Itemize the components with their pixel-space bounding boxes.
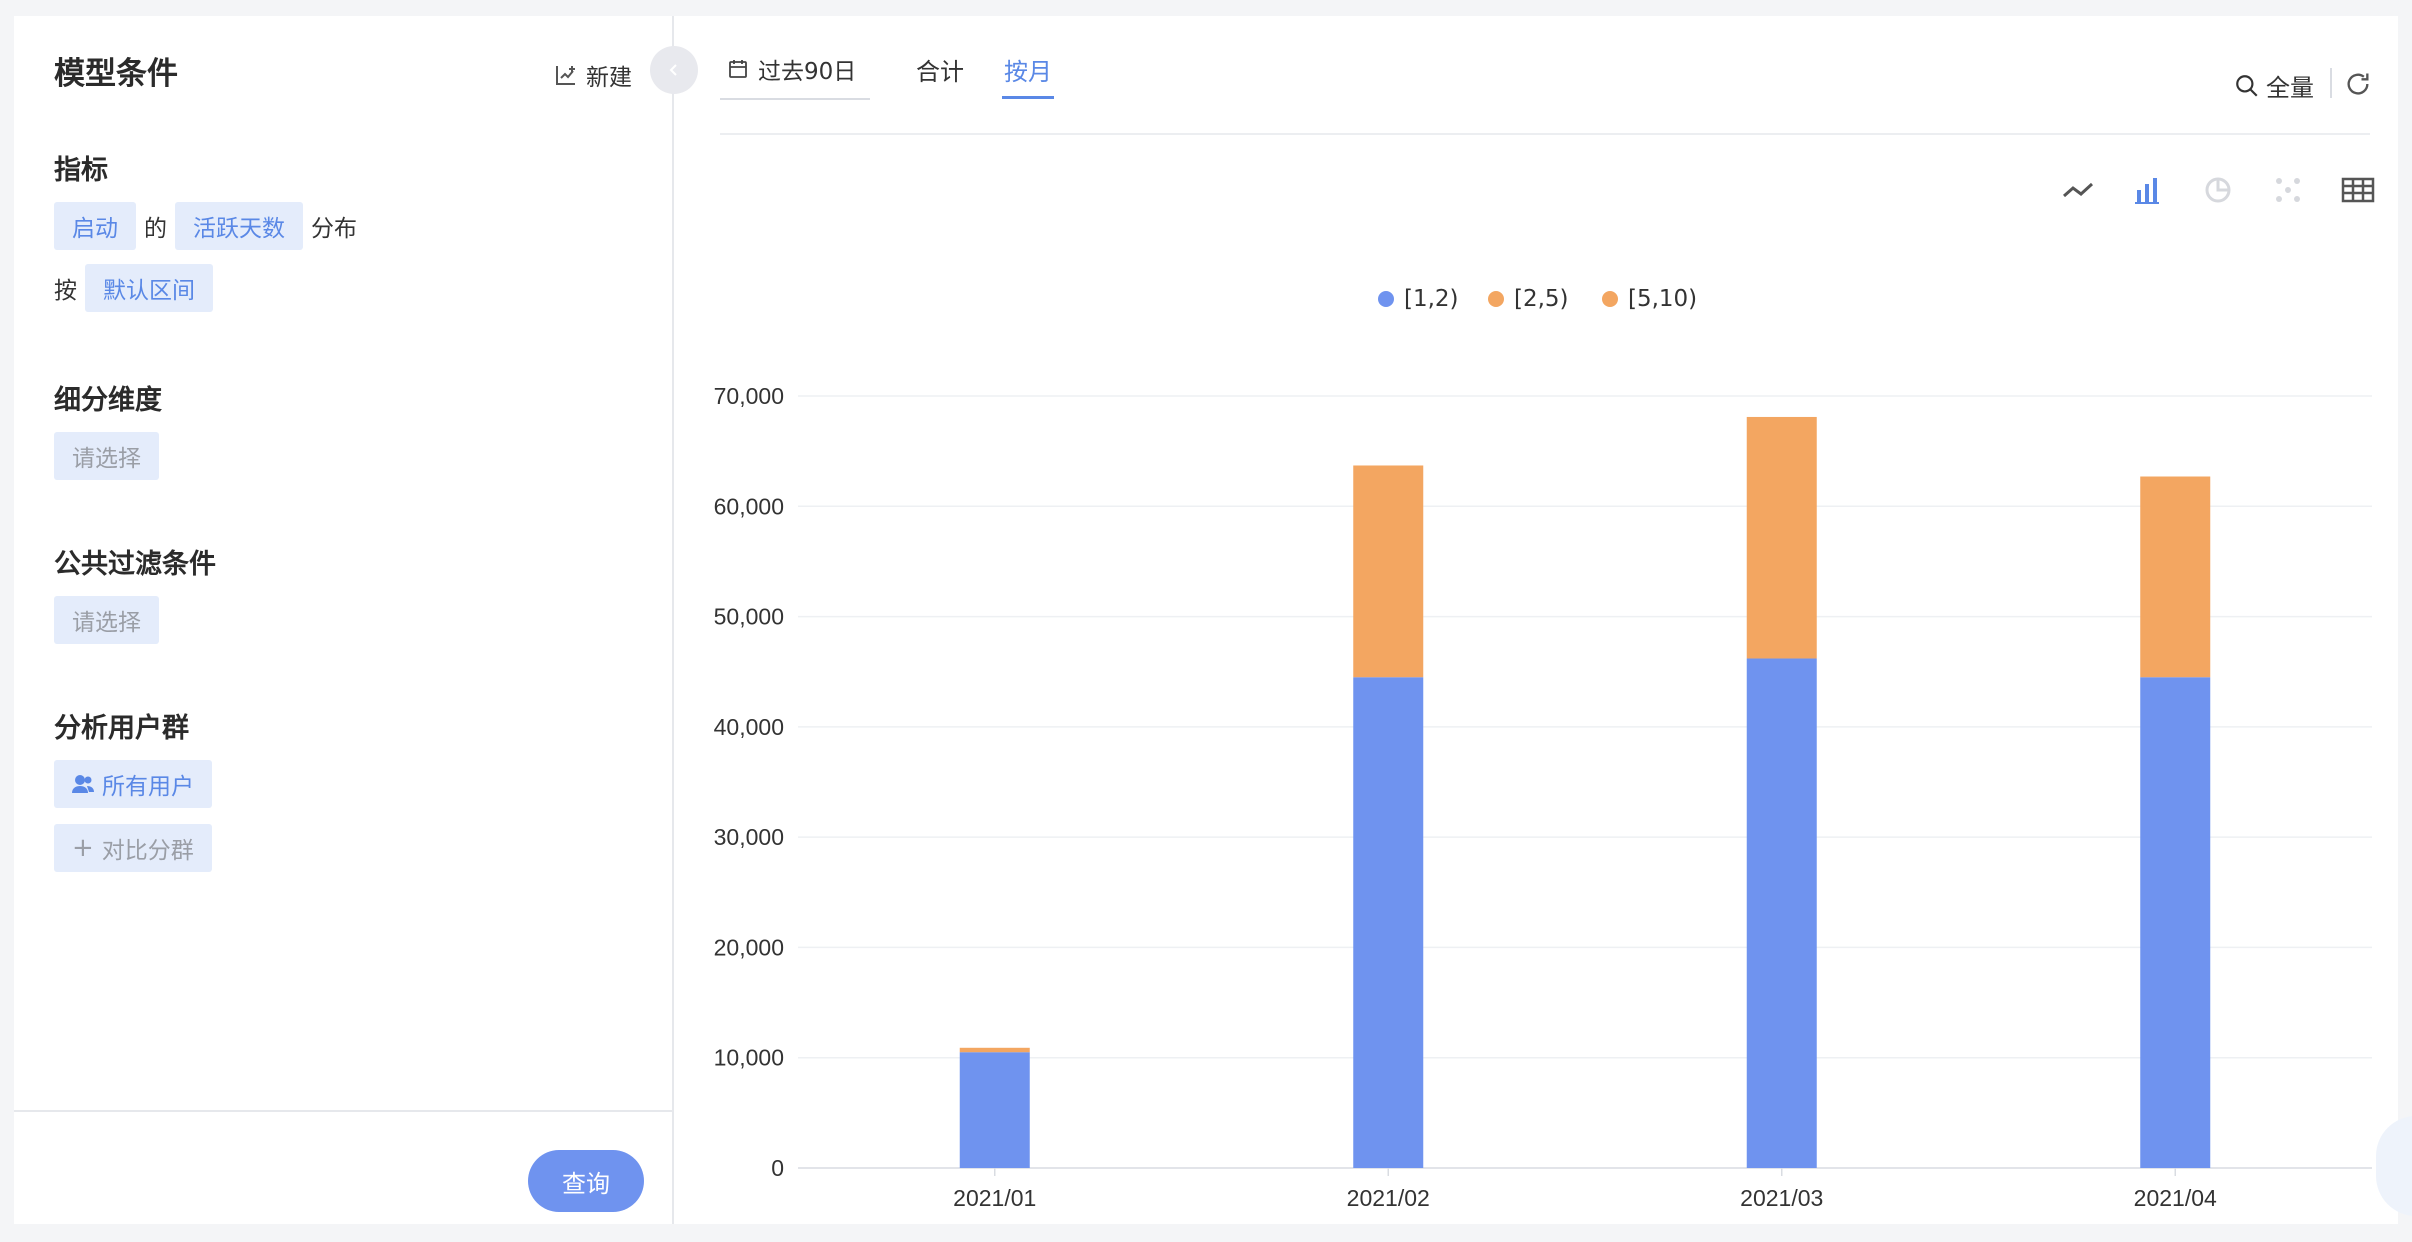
x-tick-label: 2021/02 xyxy=(1347,1185,1430,1211)
stacked-bar-chart: 0 10,000 20,000 30,000 40,000 50,000 60,000 70,… xyxy=(714,383,2372,1211)
y-tick-label: 50,000 xyxy=(714,604,784,630)
by-text: 按 xyxy=(54,278,77,304)
metric-row: 启动 的 活跃天数 分布 xyxy=(54,202,357,250)
new-chart-icon xyxy=(556,66,575,85)
breakdown-section-title: 细分维度 xyxy=(54,385,162,416)
chart-panel: 过去90日 合计 按月 全量 [1,2) [2,5) [5,10) xyxy=(674,16,2398,1224)
bar-segment xyxy=(1353,677,1424,1168)
filter-section-title: 公共过滤条件 xyxy=(54,549,216,580)
active-tab-indicator xyxy=(1002,96,1054,99)
full-search-label: 全量 xyxy=(2266,74,2314,102)
bar-segment xyxy=(1746,416,1817,659)
new-button[interactable]: 新建 xyxy=(554,58,632,92)
legend-label: [2,5) xyxy=(1514,286,1569,312)
date-range-picker[interactable]: 过去90日 xyxy=(720,40,870,100)
bar-segment xyxy=(2140,677,2211,1168)
new-button-label: 新建 xyxy=(586,65,632,91)
legend-label: [5,10) xyxy=(1628,286,1698,312)
all-users-label: 所有用户 xyxy=(102,774,194,800)
tab-monthly[interactable]: 按月 xyxy=(1004,58,1052,86)
scatter-chart-icon[interactable] xyxy=(2270,172,2306,208)
legend-item[interactable]: [2,5) xyxy=(1488,286,1569,312)
model-conditions-panel: 模型条件 新建 指标 启动 的 活跃天数 分布 按 默认区间 细分维度 请选择 … xyxy=(14,16,674,1224)
y-tick-label: 10,000 xyxy=(714,1045,784,1071)
compare-cohort-label: 对比分群 xyxy=(101,838,194,864)
breakdown-select[interactable]: 请选择 xyxy=(54,432,159,480)
of-text: 的 xyxy=(144,216,167,242)
metric-section-title: 指标 xyxy=(54,155,108,186)
line-chart-icon[interactable] xyxy=(2060,172,2096,208)
pie-chart-icon[interactable] xyxy=(2200,172,2236,208)
user-group-icon xyxy=(72,775,94,793)
toolbar-divider xyxy=(2330,68,2332,98)
x-tick-label: 2021/03 xyxy=(1740,1185,1823,1211)
legend-dot xyxy=(1378,291,1394,307)
legend-item[interactable]: [5,10) xyxy=(1602,286,1697,312)
panel-title: 模型条件 xyxy=(54,56,178,92)
bar-segment xyxy=(959,1052,1030,1168)
cohort-row: 所有用户 xyxy=(54,760,212,808)
event-tag[interactable]: 启动 xyxy=(54,202,136,250)
panel-footer: 查询 xyxy=(14,1110,674,1224)
query-button[interactable]: 查询 xyxy=(528,1150,644,1212)
bar-segment xyxy=(1353,465,1424,678)
distribution-text: 分布 xyxy=(311,216,357,242)
interval-tag[interactable]: 默认区间 xyxy=(85,264,213,312)
search-icon xyxy=(2236,74,2258,97)
filter-select[interactable]: 请选择 xyxy=(54,596,159,644)
tab-total[interactable]: 合计 xyxy=(916,58,964,86)
full-search-button[interactable]: 全量 xyxy=(2234,68,2314,103)
table-icon[interactable] xyxy=(2340,172,2376,208)
y-tick-label: 30,000 xyxy=(714,824,784,850)
bar-segment xyxy=(959,1047,1030,1053)
y-tick-label: 70,000 xyxy=(714,383,784,409)
x-tick-label: 2021/04 xyxy=(2134,1185,2217,1211)
legend-item[interactable]: [1,2) xyxy=(1378,286,1459,312)
y-tick-label: 20,000 xyxy=(714,934,784,960)
refresh-icon[interactable] xyxy=(2344,70,2372,98)
bar-chart-icon[interactable] xyxy=(2130,172,2166,208)
header-divider xyxy=(720,133,2370,135)
compare-row: + 对比分群 xyxy=(54,824,212,872)
cohort-section-title: 分析用户群 xyxy=(54,713,189,744)
y-tick-label: 0 xyxy=(771,1155,784,1181)
y-tick-label: 40,000 xyxy=(714,714,784,740)
bar-segment xyxy=(1746,658,1817,1168)
breakdown-row: 请选择 xyxy=(54,432,159,480)
interval-row: 按 默认区间 xyxy=(54,264,213,312)
y-tick-label: 60,000 xyxy=(714,493,784,519)
chevron-left-icon xyxy=(669,64,677,76)
filter-row: 请选择 xyxy=(54,596,159,644)
measure-tag[interactable]: 活跃天数 xyxy=(175,202,303,250)
compare-cohort-button[interactable]: + 对比分群 xyxy=(54,824,212,872)
date-range-label: 过去90日 xyxy=(758,59,857,85)
bar-segment xyxy=(2140,476,2211,678)
legend-dot xyxy=(1602,291,1618,307)
legend-label: [1,2) xyxy=(1404,286,1459,312)
app-window: 模型条件 新建 指标 启动 的 活跃天数 分布 按 默认区间 细分维度 请选择 … xyxy=(14,16,2398,1224)
all-users-tag[interactable]: 所有用户 xyxy=(54,760,212,808)
x-tick-label: 2021/01 xyxy=(953,1185,1036,1211)
legend-dot xyxy=(1488,291,1504,307)
collapse-panel-button[interactable] xyxy=(650,46,698,94)
calendar-icon xyxy=(729,60,747,78)
plus-icon: + xyxy=(72,833,94,863)
